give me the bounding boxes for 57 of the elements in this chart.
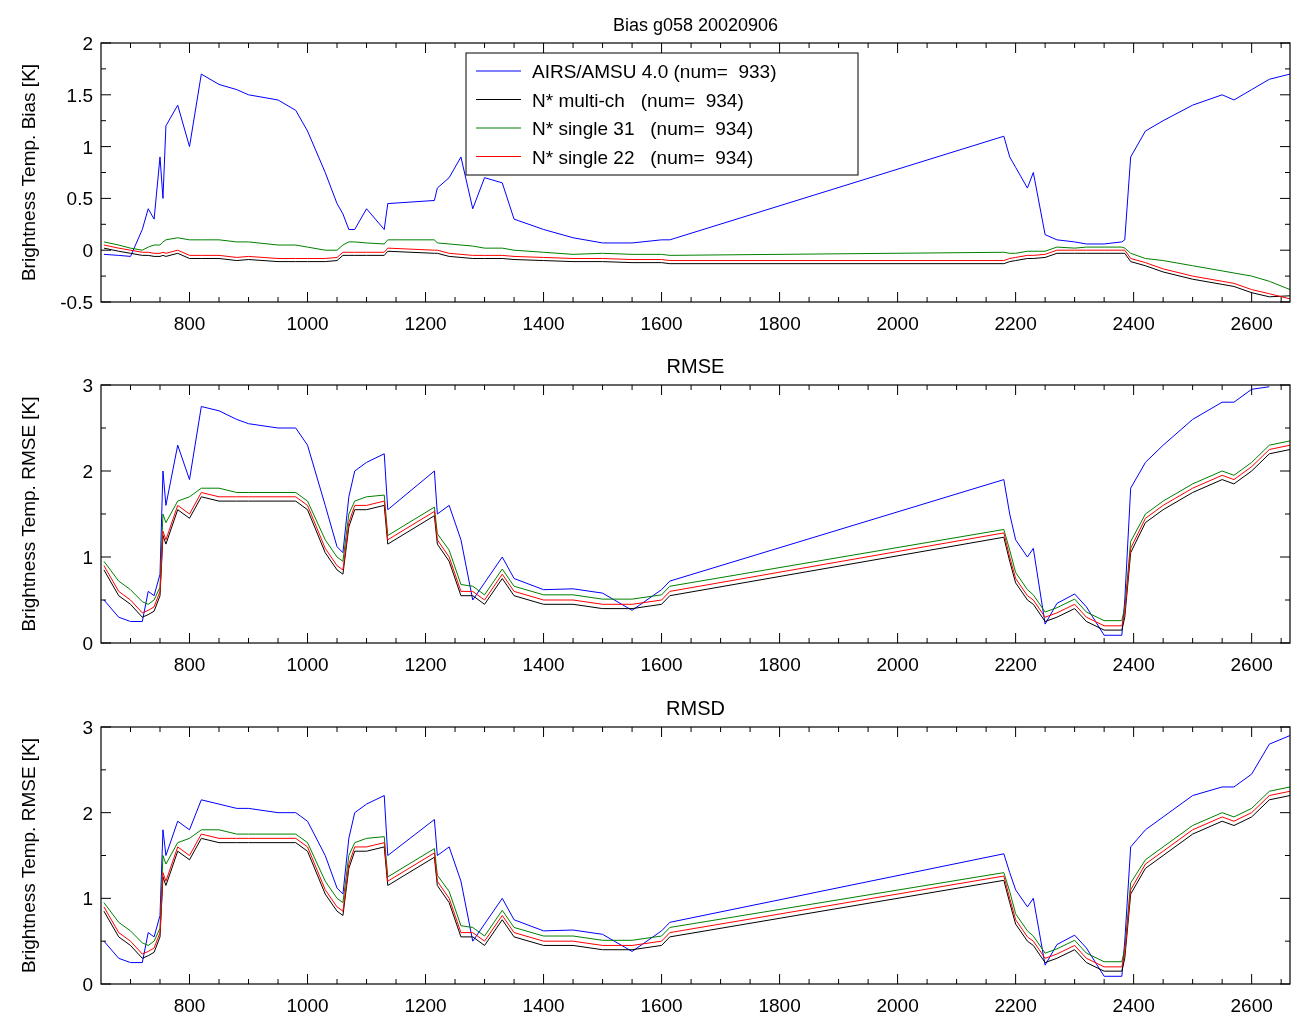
x-tick-label: 1400 bbox=[522, 654, 565, 675]
x-tick-label: 1200 bbox=[404, 654, 447, 675]
y-tick-label: 1.5 bbox=[66, 84, 93, 106]
x-tick-label: 800 bbox=[173, 654, 206, 675]
x-tick-label: 2600 bbox=[1230, 654, 1273, 675]
y-axis-title: Brightness Temp. Bias [K] bbox=[18, 63, 39, 282]
x-tick-label: 2400 bbox=[1112, 313, 1155, 334]
x-tick-label: 1000 bbox=[286, 995, 329, 1016]
x-tick-label: 2000 bbox=[876, 313, 919, 334]
y-tick-label: 3 bbox=[82, 717, 93, 738]
x-tick-label: 1000 bbox=[286, 313, 329, 334]
x-tick-label: 1600 bbox=[640, 995, 683, 1016]
y-tick-label: 1 bbox=[82, 888, 93, 910]
chart-title: RMSE bbox=[666, 355, 725, 377]
y-tick-label: 0 bbox=[82, 240, 93, 262]
x-tick-label: 1800 bbox=[758, 313, 801, 334]
y-tick-label: 2 bbox=[82, 802, 93, 824]
x-tick-label: 1600 bbox=[640, 654, 683, 675]
x-tick-label: 1400 bbox=[522, 995, 565, 1016]
x-tick-label: 800 bbox=[173, 313, 206, 334]
y-axis-title: Brightness Temp. RMSE [K] bbox=[18, 737, 39, 974]
legend-label: N* single 22 (num= 934) bbox=[532, 146, 754, 168]
x-tick-label: 2200 bbox=[994, 313, 1037, 334]
x-tick-label: 1000 bbox=[286, 654, 329, 675]
x-tick-label: 1800 bbox=[758, 995, 801, 1016]
line-series bbox=[103, 237, 1290, 291]
y-tick-label: 2 bbox=[82, 33, 93, 54]
x-tick-label: 800 bbox=[173, 995, 206, 1016]
x-tick-label: 2600 bbox=[1230, 313, 1273, 334]
legend-label: N* multi-ch (num= 934) bbox=[532, 89, 744, 111]
x-tick-label: 1400 bbox=[522, 313, 565, 334]
legend-label: AIRS/AMSU 4.0 (num= 933) bbox=[532, 61, 777, 82]
x-tick-label: 2200 bbox=[994, 995, 1037, 1016]
line-series bbox=[103, 386, 1270, 636]
x-tick-label: 1600 bbox=[640, 313, 683, 334]
x-tick-label: 2000 bbox=[876, 995, 919, 1016]
y-tick-label: 0 bbox=[82, 633, 93, 654]
x-tick-label: 1800 bbox=[758, 654, 801, 675]
legend-label: N* single 31 (num= 934) bbox=[532, 118, 754, 139]
y-tick-label: 3 bbox=[82, 375, 93, 396]
y-tick-label: 1 bbox=[82, 547, 93, 568]
chart-title: Bias g058 20020906 bbox=[612, 15, 779, 35]
y-tick-label: 1 bbox=[82, 136, 93, 158]
x-tick-label: 1200 bbox=[404, 995, 447, 1016]
y-tick-label: 2 bbox=[82, 461, 93, 482]
x-tick-label: 1200 bbox=[404, 313, 447, 334]
y-tick-label: 0.5 bbox=[66, 188, 93, 210]
y-tick-label: 0 bbox=[82, 974, 93, 995]
y-tick-label: -0.5 bbox=[60, 292, 93, 313]
x-tick-label: 2600 bbox=[1230, 995, 1273, 1016]
chart-title: RMSD bbox=[666, 697, 725, 719]
x-tick-label: 2000 bbox=[876, 654, 919, 675]
line-series bbox=[103, 735, 1290, 977]
x-tick-label: 2200 bbox=[994, 654, 1037, 675]
y-axis-title: Brightness Temp. RMSE [K] bbox=[18, 396, 39, 632]
x-tick-label: 2400 bbox=[1112, 654, 1155, 675]
x-tick-label: 2400 bbox=[1112, 995, 1155, 1016]
